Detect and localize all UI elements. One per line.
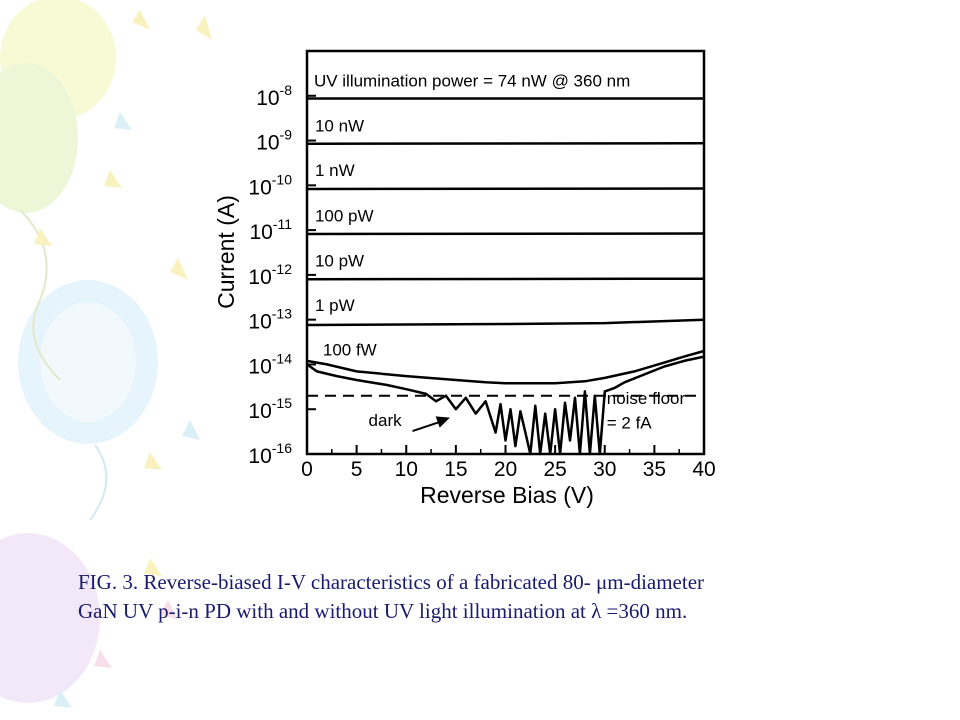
x-tick-label: 20 [494,458,517,481]
blue-balloon-inner [40,302,136,422]
x-tick-label: 5 [351,458,363,481]
x-tick-label: 10 [395,458,418,481]
x-tick-label: 25 [543,458,566,481]
y-tick-label: 10-11 [249,216,292,244]
series-label-1-nw: 1 nW [315,161,355,180]
y-tick-label: 10-14 [248,350,292,378]
y-axis: 10-8 10-9 10-10 10-11 10-12 10-13 10-14 10-15 10… [248,82,316,468]
x-axis: 0 5 10 15 20 25 30 35 40 [301,445,716,481]
caption-line-1: FIG. 3. Reverse-biased I-V characteristi… [78,570,705,594]
x-axis-label: Reverse Bias (V) [420,482,594,508]
series-label-1-pw: 1 pW [315,296,355,315]
noise-floor-label: noise floor [607,389,686,408]
series-line-100-fw [306,349,705,385]
y-tick-label: 10-12 [248,261,292,289]
x-tick-label: 40 [692,458,715,481]
series-line-dark [306,355,705,456]
series-line-1-pw [306,318,705,327]
y-axis-label: Current (A) [213,195,239,309]
y-tick-label: 10-16 [248,440,292,468]
series-label-uv-illumination-power-74-nw-360-nm: UV illumination power = 74 nW @ 360 nm [314,72,630,91]
x-tick-label: 30 [593,458,616,481]
dark-arrow-head [435,416,450,428]
series-label-100-pw: 100 pW [315,207,374,226]
noise-floor-value-label: = 2 fA [607,414,653,433]
caption-line-2: GaN UV p-i-n PD with and without UV ligh… [78,599,688,623]
purple-balloon [0,533,100,703]
y-tick-label: 10-10 [248,171,292,199]
series-label-10-nw: 10 nW [315,116,364,135]
balloon-string-2 [89,444,108,521]
y-tick-label: 10-13 [248,306,292,334]
series-line-1-nw [306,187,705,191]
green-balloon [0,63,78,213]
dark-label: dark [369,411,403,430]
x-tick-label: 35 [643,458,666,481]
y-tick-label: 10-9 [256,127,292,155]
series-line-100-pw [306,232,705,236]
series-label-10-pw: 10 pW [315,251,364,270]
y-tick-label: 10-8 [256,82,292,110]
series-label-100-fw: 100 fW [323,340,377,359]
x-tick-label: 15 [444,458,467,481]
x-tick-label: 0 [301,458,313,481]
figure-caption: FIG. 3. Reverse-biased I-V characteristi… [78,568,938,626]
y-tick-label: 10-15 [248,395,292,423]
series-line-10-pw [306,277,705,281]
confetti-decoration [34,10,212,576]
annotation-group: UV illumination power = 74 nW @ 360 nm 10… [307,72,704,433]
series-group [306,97,705,456]
